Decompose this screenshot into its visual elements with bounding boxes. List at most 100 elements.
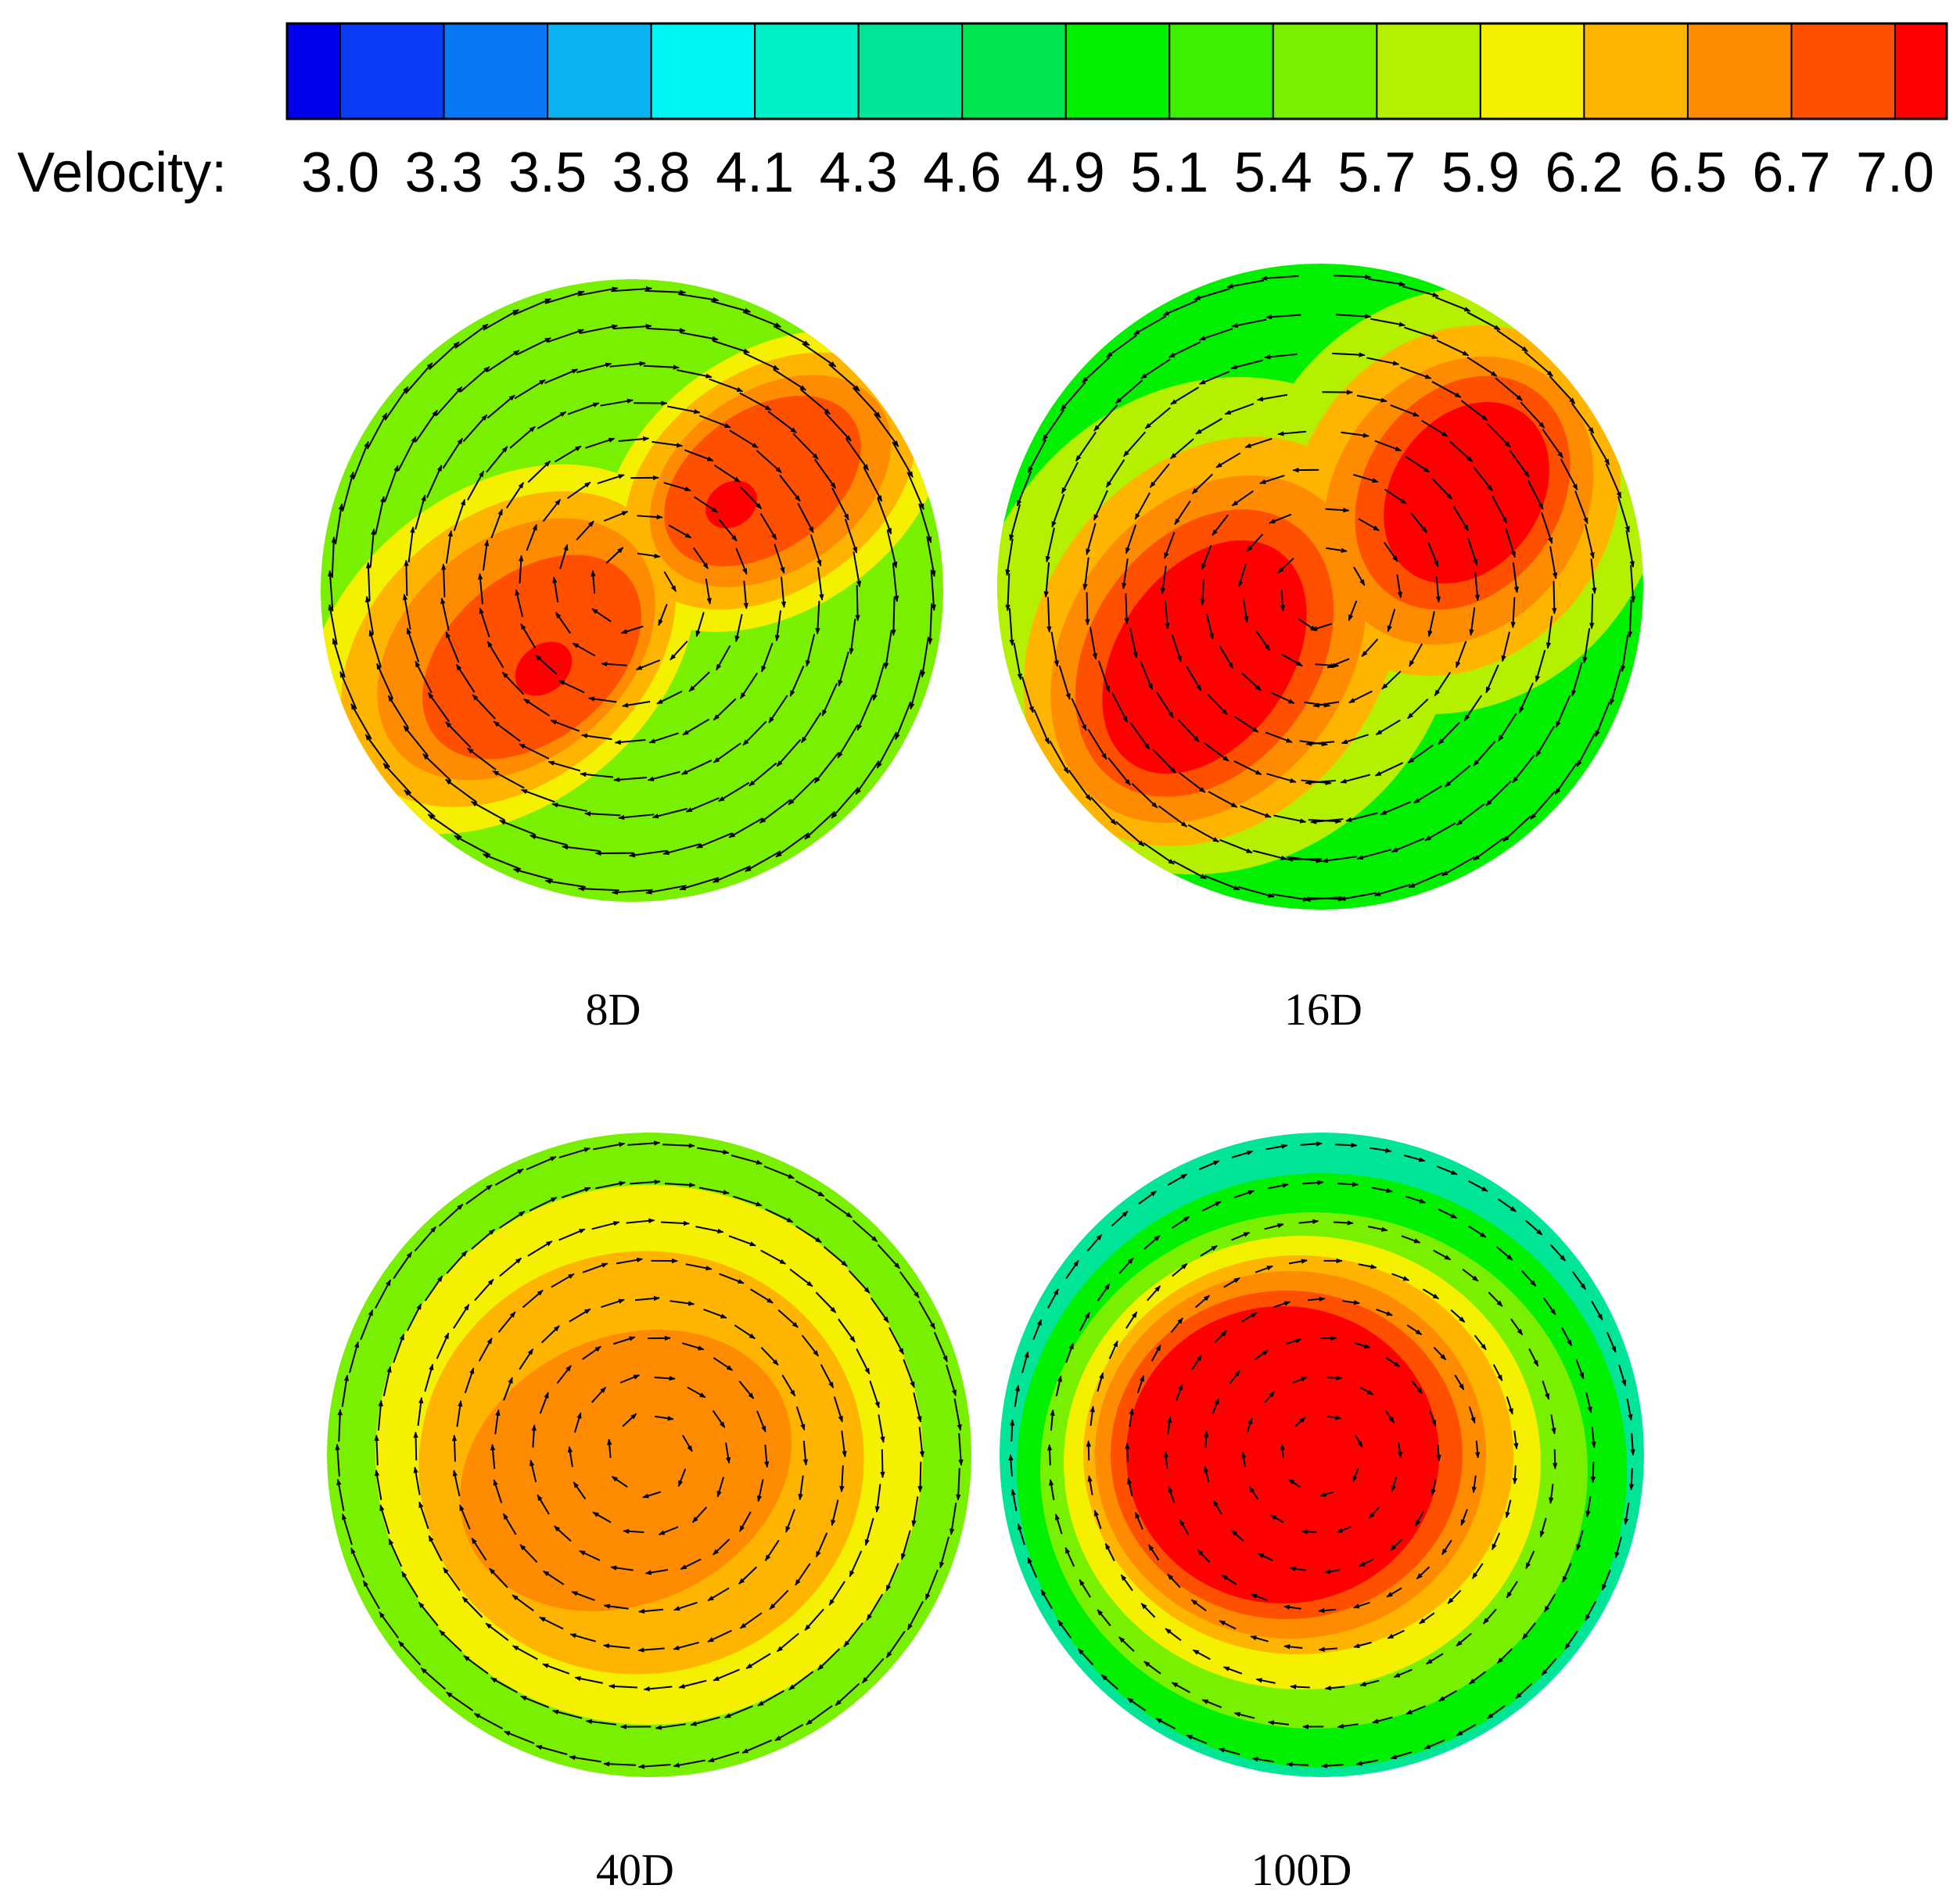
velocity-vector <box>1190 1599 1207 1612</box>
velocity-vector <box>1093 404 1118 432</box>
velocity-vector <box>876 731 898 769</box>
velocity-vector <box>745 1653 771 1669</box>
velocity-vector <box>1219 1620 1237 1630</box>
velocity-vector <box>788 1671 814 1691</box>
velocity-vector <box>627 1140 661 1146</box>
velocity-vector <box>911 1496 919 1528</box>
velocity-vector <box>1164 531 1176 559</box>
velocity-vector <box>1426 1653 1444 1665</box>
velocity-vector <box>1171 1682 1190 1693</box>
colorbar-tick-label: 5.1 <box>1130 142 1208 204</box>
velocity-vector <box>1335 314 1372 319</box>
velocity-vector <box>1342 1300 1360 1305</box>
velocity-vector <box>1590 558 1597 594</box>
velocity-vector <box>470 801 505 821</box>
velocity-vector <box>917 1461 923 1493</box>
velocity-vector <box>515 337 551 356</box>
velocity-vector <box>1491 1532 1501 1550</box>
velocity-vector <box>1204 874 1240 891</box>
velocity-vector <box>1376 1309 1393 1316</box>
velocity-vector <box>1043 562 1050 598</box>
velocity-vector <box>1466 311 1501 331</box>
velocity-vector <box>1201 1201 1222 1212</box>
velocity-vector <box>1359 1386 1374 1395</box>
velocity-vector <box>573 1412 582 1433</box>
velocity-vector <box>531 1424 537 1448</box>
velocity-vector <box>406 1303 422 1331</box>
velocity-vector <box>728 817 763 838</box>
velocity-vector <box>1086 522 1097 555</box>
colorbar-segment <box>857 23 964 120</box>
velocity-vector <box>910 670 922 710</box>
velocity-vector <box>1355 1759 1378 1766</box>
colorbar-segment <box>547 23 652 120</box>
velocity-vector <box>1060 382 1086 411</box>
velocity-vector <box>591 569 596 594</box>
velocity-vector <box>388 1538 403 1567</box>
velocity-vector <box>414 1226 437 1252</box>
velocity-vector <box>1021 1351 1029 1373</box>
velocity-vector <box>795 1406 806 1431</box>
velocity-vector <box>1326 1375 1343 1381</box>
velocity-vector <box>1323 1568 1341 1574</box>
velocity-vector <box>1520 1270 1537 1287</box>
velocity-vector <box>522 1289 544 1309</box>
velocity-vector <box>626 1218 655 1224</box>
velocity-vector <box>718 519 738 542</box>
colorbar-segment <box>1168 23 1274 120</box>
velocity-vector <box>1256 393 1288 402</box>
velocity-vector <box>1079 1578 1091 1598</box>
velocity-vector <box>1140 1603 1156 1618</box>
velocity-vector <box>713 339 750 354</box>
colorbar-tick-label: 3.3 <box>404 142 483 204</box>
velocity-vector <box>1606 1331 1617 1353</box>
velocity-vector <box>1251 1593 1268 1601</box>
velocity-vector <box>1277 430 1307 436</box>
velocity-vector <box>1058 666 1071 700</box>
colorbar-tick-label: 6.2 <box>1545 142 1623 204</box>
velocity-vector <box>415 409 438 443</box>
velocity-vector <box>569 1308 591 1323</box>
velocity-vector <box>1100 1674 1119 1690</box>
velocity-vector <box>1194 1294 1211 1309</box>
velocity-vector <box>446 1250 468 1274</box>
velocity-vector <box>442 437 464 469</box>
velocity-vector <box>461 1596 483 1618</box>
velocity-vector <box>1405 1705 1426 1715</box>
velocity-vector <box>1140 661 1154 691</box>
velocity-vector <box>673 1641 699 1650</box>
velocity-vector <box>1473 466 1493 492</box>
velocity-vector <box>551 1273 575 1288</box>
velocity-vector <box>527 460 551 483</box>
velocity-vector <box>1170 438 1194 460</box>
velocity-vector <box>1047 1288 1059 1309</box>
panel-8d-caption: 8D <box>586 984 641 1035</box>
velocity-vector <box>1219 838 1253 854</box>
velocity-vector <box>1289 1566 1306 1571</box>
velocity-vector <box>544 878 586 889</box>
velocity-vector <box>673 1759 705 1768</box>
velocity-vector <box>1259 474 1285 484</box>
velocity-vector <box>1122 558 1129 590</box>
velocity-vector <box>809 533 822 567</box>
velocity-vector <box>795 1563 811 1586</box>
velocity-vector <box>1468 1225 1487 1238</box>
velocity-vector <box>413 1431 418 1461</box>
velocity-vector <box>490 508 503 539</box>
velocity-vector <box>644 1568 669 1575</box>
velocity-vector <box>1212 1398 1219 1414</box>
velocity-vector <box>930 569 936 612</box>
velocity-vector <box>1255 630 1271 652</box>
velocity-vector <box>610 1565 634 1571</box>
velocity-vector <box>384 386 409 421</box>
velocity-vector <box>1204 1431 1209 1448</box>
velocity-vector <box>1618 1364 1627 1387</box>
velocity-vector <box>443 1567 461 1592</box>
velocity-vector <box>520 623 537 648</box>
velocity-vector <box>1591 1300 1603 1321</box>
velocity-vector <box>1352 1468 1359 1483</box>
velocity-vector <box>705 578 712 605</box>
velocity-vector <box>505 482 525 509</box>
velocity-vector <box>1147 1544 1160 1561</box>
velocity-vector <box>1233 760 1262 776</box>
